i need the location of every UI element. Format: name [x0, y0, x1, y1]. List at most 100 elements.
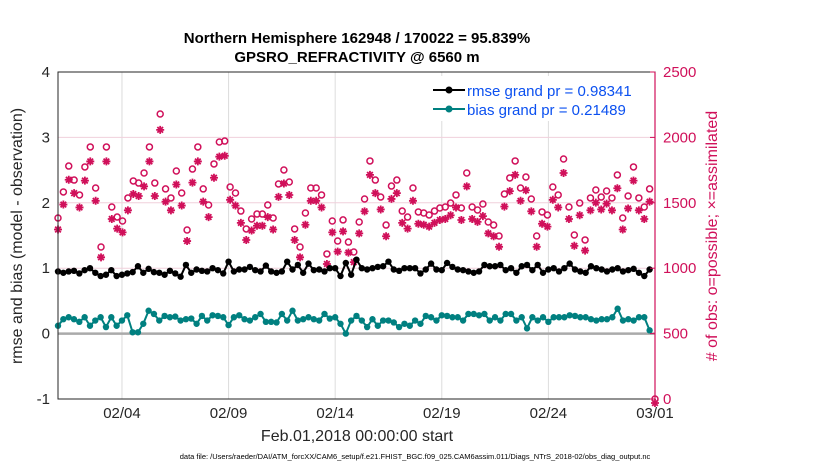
rmse-point — [331, 265, 339, 272]
possible-marker — [425, 211, 433, 219]
bias-point — [470, 310, 477, 318]
bias-point — [411, 317, 419, 324]
bias-point — [555, 314, 563, 321]
possible-marker — [463, 169, 471, 177]
rmse-point — [342, 259, 350, 267]
rmse-point — [273, 269, 280, 276]
assimilated-marker — [166, 206, 175, 215]
bias-point — [513, 317, 520, 324]
y2-axis-label: # of obs: o=possible; ×=assimilated — [704, 111, 721, 361]
assimilated-marker — [548, 195, 557, 204]
y2-tick-label: 500 — [663, 326, 688, 343]
bias-point — [326, 315, 334, 322]
rmse-point — [641, 272, 648, 280]
bias-point — [566, 312, 573, 319]
rmse-point — [630, 265, 637, 273]
possible-marker — [210, 160, 218, 168]
assimilated-marker — [441, 214, 450, 223]
possible-marker — [86, 143, 95, 151]
possible-marker — [81, 163, 89, 171]
bias-point — [465, 310, 472, 318]
rmse-point — [411, 265, 419, 272]
rmse-point — [497, 261, 504, 269]
assimilated-marker — [339, 227, 348, 236]
possible-marker — [167, 194, 175, 202]
assimilated-marker — [80, 176, 89, 185]
assimilated-marker — [86, 157, 95, 166]
rmse-point — [417, 270, 424, 277]
possible-marker — [409, 184, 417, 192]
bias-point — [561, 314, 568, 321]
assimilated-marker — [177, 201, 186, 210]
assimilated-marker — [64, 175, 73, 184]
assimilated-marker — [570, 241, 579, 250]
y-tick-label: 0 — [42, 326, 50, 343]
possible-marker — [280, 166, 288, 174]
possible-marker — [65, 162, 73, 170]
bias-point — [497, 317, 504, 324]
x-tick-label: 02/09 — [210, 405, 248, 422]
assimilated-marker — [188, 178, 197, 187]
rmse-point — [86, 265, 94, 272]
possible-marker — [161, 185, 170, 193]
possible-marker — [317, 191, 326, 199]
assimilated-marker — [215, 152, 224, 161]
possible-marker — [177, 189, 186, 197]
possible-marker — [613, 171, 622, 179]
assimilated-marker — [236, 218, 245, 227]
assimilated-marker — [285, 191, 294, 200]
y2-tick-label: 1000 — [663, 260, 696, 277]
possible-marker — [495, 232, 503, 240]
rmse-point — [614, 265, 621, 272]
assimilated-marker — [452, 203, 460, 212]
bias-point — [124, 312, 131, 319]
legend-rmse-marker — [445, 86, 453, 94]
possible-marker — [360, 195, 369, 203]
possible-marker — [231, 189, 240, 197]
rmse-point — [305, 260, 312, 267]
bias-point — [491, 314, 499, 321]
rmse-point — [390, 266, 397, 273]
rmse-point — [374, 263, 381, 271]
possible-marker — [586, 194, 595, 202]
assimilated-marker — [209, 173, 218, 182]
possible-marker — [113, 213, 121, 221]
assimilated-marker — [322, 259, 331, 268]
rmse-point — [60, 269, 67, 276]
possible-marker — [172, 167, 181, 175]
bias-point — [310, 316, 318, 323]
possible-marker — [489, 221, 498, 229]
possible-marker — [446, 199, 455, 207]
rmse-point — [315, 266, 323, 273]
assimilated-marker — [435, 215, 444, 224]
rmse-point — [443, 259, 451, 267]
ticks: 02/04 02/09 02/14 02/19 02/24 03/01 -1 0 1 2 3 4 0 50… — [37, 64, 697, 422]
bias-point — [305, 314, 312, 321]
rmse-point — [252, 266, 259, 274]
bias-point — [273, 319, 280, 326]
possible-marker — [527, 195, 536, 203]
rmse-point — [646, 266, 653, 273]
assimilated-marker — [258, 221, 267, 230]
bias-point — [347, 317, 355, 324]
possible-marker — [635, 194, 643, 202]
possible-marker — [457, 204, 466, 212]
assimilated-marker — [403, 224, 412, 233]
possible-marker — [570, 231, 579, 239]
rmse-point — [113, 272, 120, 280]
rmse-point — [294, 261, 302, 269]
rmse-point — [65, 268, 72, 275]
rmse-point — [225, 258, 232, 265]
legend-bias-label: bias grand pr = 0.21489 — [467, 102, 626, 119]
rmse-point — [379, 263, 387, 270]
rmse-point — [172, 270, 179, 277]
rmse-point — [539, 269, 547, 276]
rmse-point — [518, 263, 525, 270]
possible-marker — [618, 214, 627, 222]
possible-marker — [350, 248, 358, 256]
rmse-point — [193, 266, 200, 273]
assimilated-marker — [134, 192, 143, 201]
bias-point — [92, 317, 99, 324]
legend-bias-marker — [445, 105, 453, 113]
possible-marker — [382, 221, 390, 229]
